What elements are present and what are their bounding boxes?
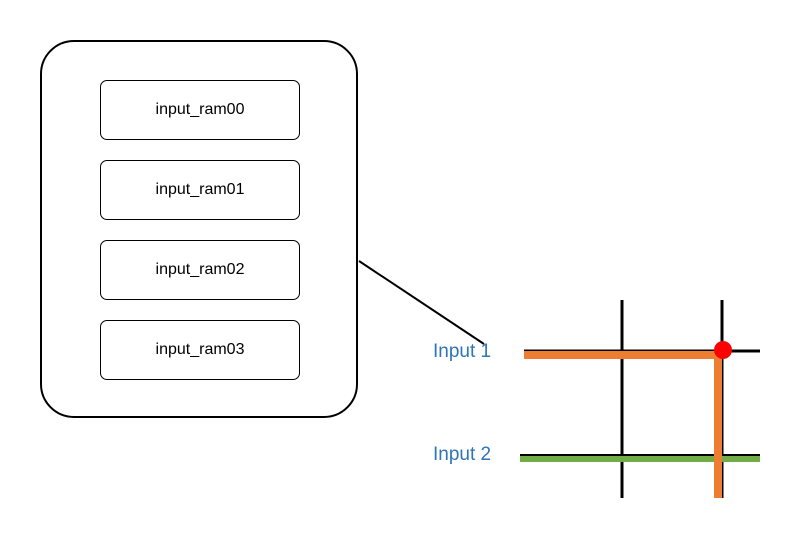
ram-block-label: input_ram02 bbox=[155, 261, 245, 278]
connector-line bbox=[358, 260, 485, 345]
input-1-label: Input 1 bbox=[433, 341, 492, 362]
ram-block-input-ram02: input_ram02 bbox=[100, 240, 300, 300]
ram-block-label: input_ram03 bbox=[155, 341, 245, 358]
ram-block-label: input_ram01 bbox=[155, 181, 245, 198]
ram-block-input-ram00: input_ram00 bbox=[100, 80, 300, 140]
ram-block-input-ram01: input_ram01 bbox=[100, 160, 300, 220]
junction-point bbox=[714, 341, 732, 359]
ram-block-label: input_ram00 bbox=[155, 101, 245, 118]
ram-block-input-ram03: input_ram03 bbox=[100, 320, 300, 380]
input-2-label: Input 2 bbox=[433, 444, 492, 465]
